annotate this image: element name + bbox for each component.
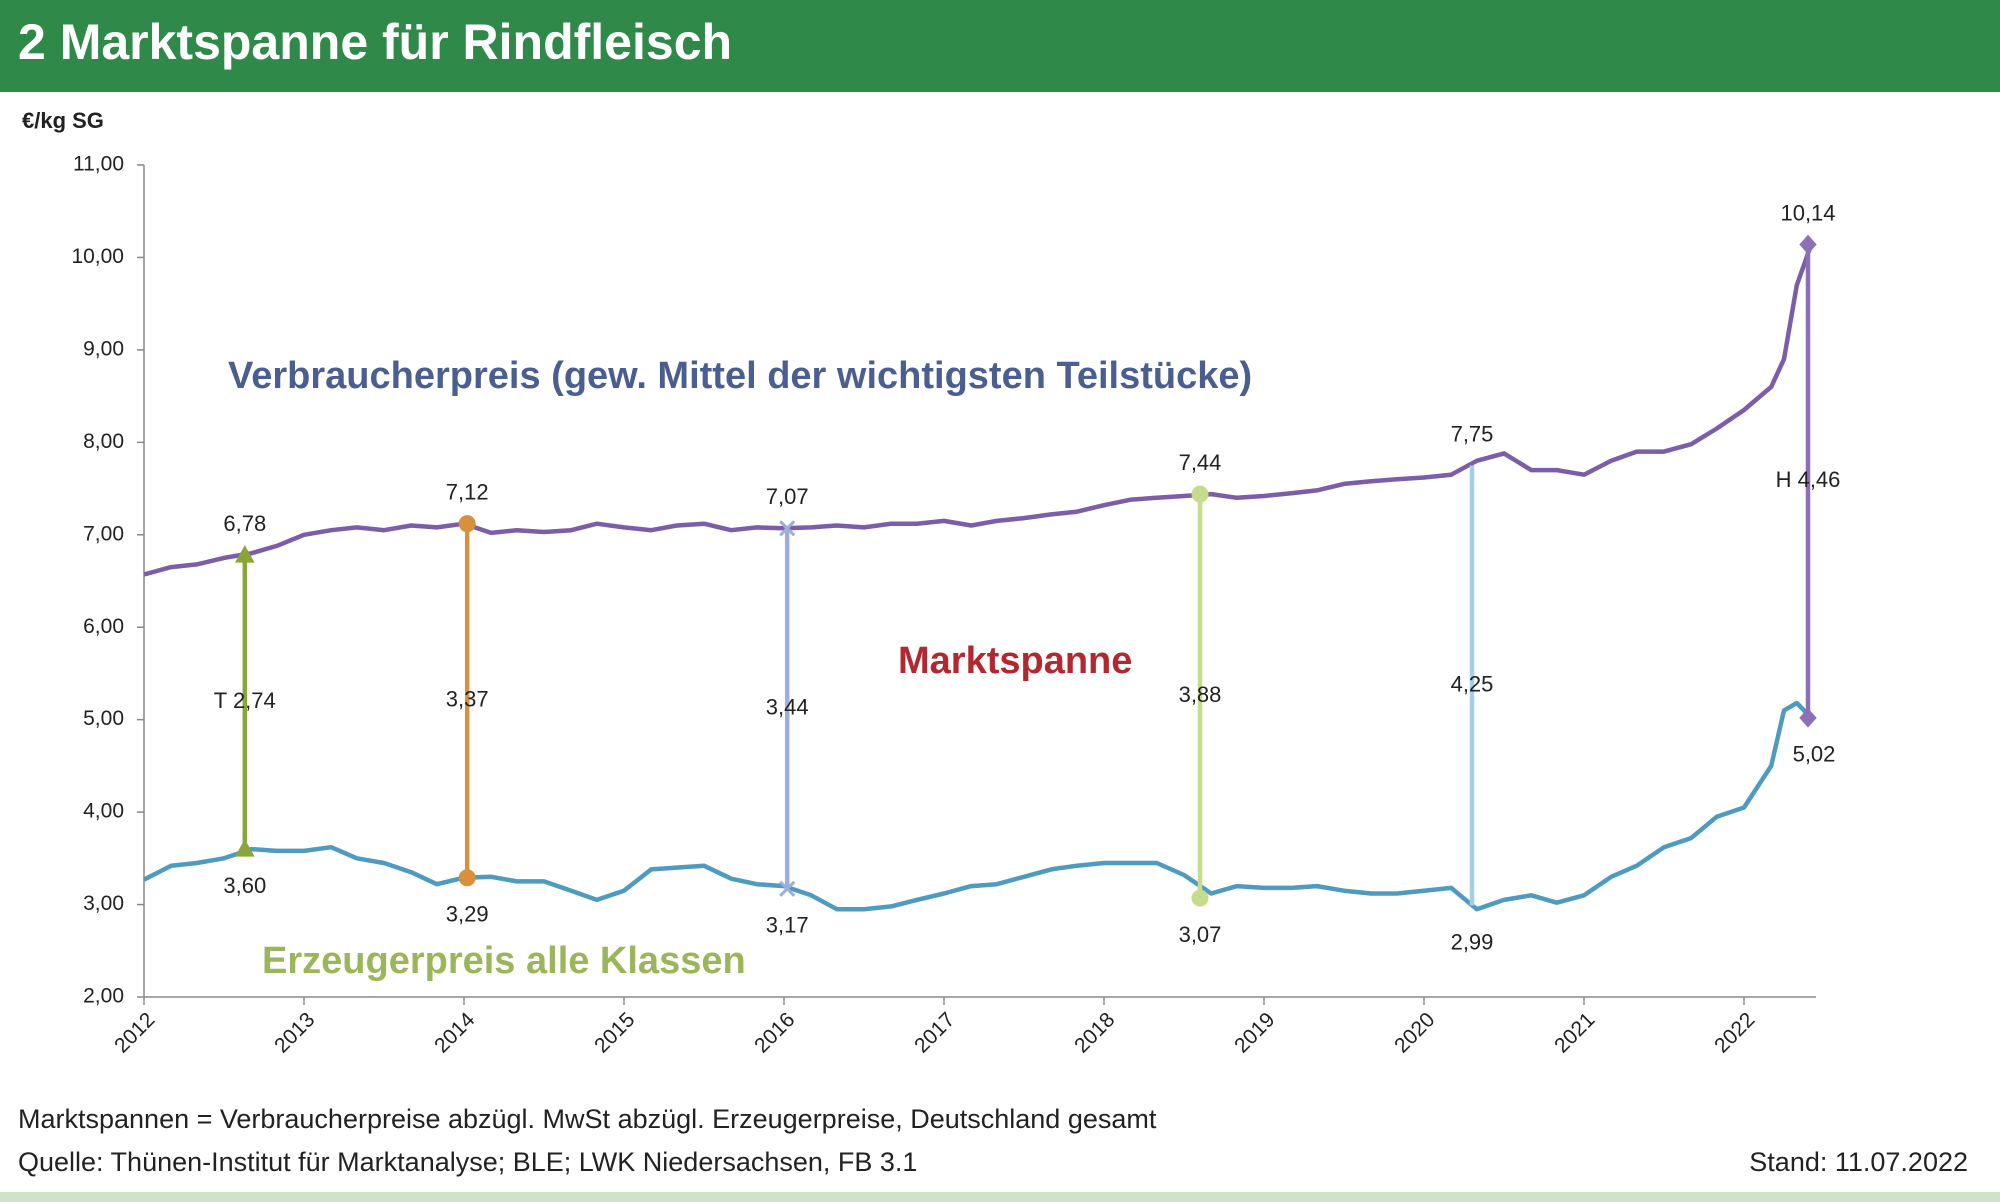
span-top-label: 7,12 [446,479,489,504]
y-tick-label: 5,00 [83,707,124,730]
span-bottom-label: 3,17 [766,913,809,938]
span-marker [779,520,796,537]
y-axis-label: €/kg SG [22,108,104,133]
span-value-label: T 2,74 [214,688,276,713]
span-value-label: 3,44 [766,694,809,719]
span-bottom-label: 3,60 [223,873,266,898]
y-tick-label: 6,00 [83,615,124,638]
series-label: Verbraucherpreis (gew. Mittel der wichti… [228,355,1252,397]
span-top-label: 10,14 [1780,200,1835,225]
series-label: Erzeugerpreis alle Klassen [262,940,746,982]
span-top-label: 7,75 [1451,421,1494,446]
span-marker [779,880,796,897]
y-tick-label: 8,00 [83,430,124,453]
note: Marktspannen = Verbraucherpreise abzügl.… [18,1104,1157,1134]
span-bottom-label: 3,07 [1179,922,1222,947]
footer-band [0,1192,2000,1202]
y-tick-label: 7,00 [83,522,124,545]
x-tick-label: 2016 [750,1008,799,1057]
span-marker [1191,889,1209,907]
date: Stand: 11.07.2022 [1749,1147,1968,1177]
span-marker [234,839,255,857]
span-marker [1799,708,1817,728]
x-tick-label: 2015 [590,1008,639,1057]
span-top-label: 6,78 [223,511,266,536]
span-top-label: 7,44 [1179,450,1222,475]
x-tick-label: 2017 [910,1008,959,1057]
span-marker [234,545,255,563]
x-tick-label: 2022 [1710,1008,1759,1057]
header-band [0,0,2000,92]
span-marker [458,869,476,887]
source: Quelle: Thünen-Institut für Marktanalyse… [18,1147,917,1177]
y-tick-label: 9,00 [83,337,124,360]
y-tick-label: 10,00 [71,245,124,268]
span-marker [458,515,476,533]
span-marker [1191,485,1209,503]
span-value-label: 4,25 [1451,671,1494,696]
span-value-label: H 4,46 [1776,467,1841,492]
x-tick-label: 2012 [110,1008,159,1057]
span-bottom-label: 2,99 [1451,929,1494,954]
x-tick-label: 2013 [270,1008,319,1057]
x-tick-label: 2018 [1070,1008,1119,1057]
span-value-label: 3,88 [1179,682,1222,707]
span-bottom-label: 5,02 [1793,742,1836,767]
span-marker [1799,234,1817,255]
y-tick-label: 2,00 [83,985,124,1008]
span-top-label: 7,07 [766,484,809,509]
x-tick-label: 2019 [1230,1008,1279,1057]
x-tick-label: 2020 [1390,1008,1439,1057]
span-value-label: 3,37 [446,687,489,712]
chart-title: 2 Marktspanne für Rindfleisch [18,14,732,70]
x-tick-label: 2021 [1550,1008,1599,1057]
y-tick-label: 4,00 [83,800,124,823]
series-line [143,243,1814,577]
span-bottom-label: 3,29 [446,902,489,927]
y-tick-label: 3,00 [83,892,124,915]
series-line [142,700,1813,912]
annotation: Marktspanne [898,640,1132,682]
x-tick-label: 2014 [430,1008,480,1058]
y-tick-label: 11,00 [73,153,124,176]
